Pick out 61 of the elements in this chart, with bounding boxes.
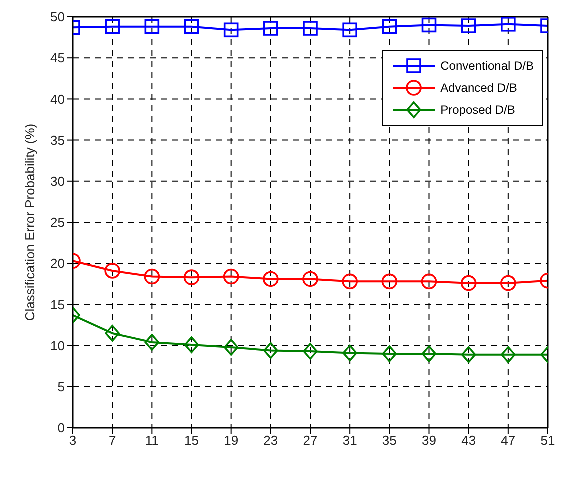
y-tick-label: 5 bbox=[58, 380, 65, 395]
point bbox=[264, 21, 278, 36]
point bbox=[224, 339, 239, 356]
legend-label: Advanced D/B bbox=[440, 81, 518, 95]
point bbox=[382, 19, 398, 34]
y-tick-label: 45 bbox=[50, 50, 65, 66]
x-tick-label: 15 bbox=[184, 433, 199, 448]
point bbox=[144, 19, 160, 34]
point bbox=[501, 17, 516, 32]
point bbox=[382, 346, 398, 362]
point bbox=[500, 275, 516, 292]
y-tick-label: 20 bbox=[50, 256, 65, 272]
point bbox=[224, 22, 239, 38]
point bbox=[223, 268, 240, 285]
y-tick-label: 25 bbox=[50, 215, 65, 230]
y-tick-label: 0 bbox=[58, 420, 65, 436]
y-tick-label: 40 bbox=[50, 92, 65, 107]
y-tick-label: 35 bbox=[50, 132, 65, 148]
point bbox=[144, 334, 160, 351]
point bbox=[461, 18, 476, 34]
point bbox=[303, 343, 318, 360]
point bbox=[382, 274, 398, 290]
point bbox=[263, 271, 279, 288]
x-tick-label: 19 bbox=[224, 433, 239, 448]
x-tick-label: 31 bbox=[342, 433, 358, 448]
x-tick-label: 51 bbox=[540, 433, 556, 448]
y-tick-label: 30 bbox=[50, 174, 65, 190]
point bbox=[303, 21, 318, 36]
x-tick-label: 39 bbox=[422, 433, 436, 448]
legend-label: Conventional D/B bbox=[440, 59, 534, 73]
point bbox=[264, 342, 278, 360]
point bbox=[460, 275, 477, 292]
point bbox=[144, 268, 160, 285]
x-tick-label: 35 bbox=[382, 433, 397, 448]
y-axis-title: Classification Error Probability (%) bbox=[22, 124, 38, 322]
point bbox=[302, 271, 318, 288]
point bbox=[461, 346, 476, 364]
x-tick-label: 47 bbox=[501, 433, 516, 448]
point bbox=[342, 274, 358, 290]
legend-label: Proposed D/B bbox=[440, 103, 516, 117]
y-tick-label: 50 bbox=[50, 10, 65, 25]
x-tick-label: 43 bbox=[462, 433, 476, 448]
point bbox=[422, 346, 437, 362]
point bbox=[501, 346, 516, 364]
x-tick-label: 11 bbox=[145, 433, 159, 448]
y-tick-label: 15 bbox=[50, 297, 65, 312]
x-tick-label: 3 bbox=[69, 433, 77, 448]
point bbox=[105, 325, 120, 342]
point bbox=[184, 336, 200, 354]
point bbox=[422, 18, 437, 33]
point bbox=[421, 274, 438, 290]
x-tick-label: 23 bbox=[264, 433, 278, 448]
x-tick-label: 7 bbox=[108, 433, 116, 448]
point bbox=[342, 344, 358, 362]
point bbox=[104, 263, 120, 279]
x-tick-label: 27 bbox=[303, 433, 318, 448]
point bbox=[105, 19, 120, 34]
point bbox=[342, 22, 358, 38]
point bbox=[184, 270, 200, 286]
y-tick-label: 10 bbox=[50, 338, 65, 354]
point bbox=[184, 19, 200, 34]
